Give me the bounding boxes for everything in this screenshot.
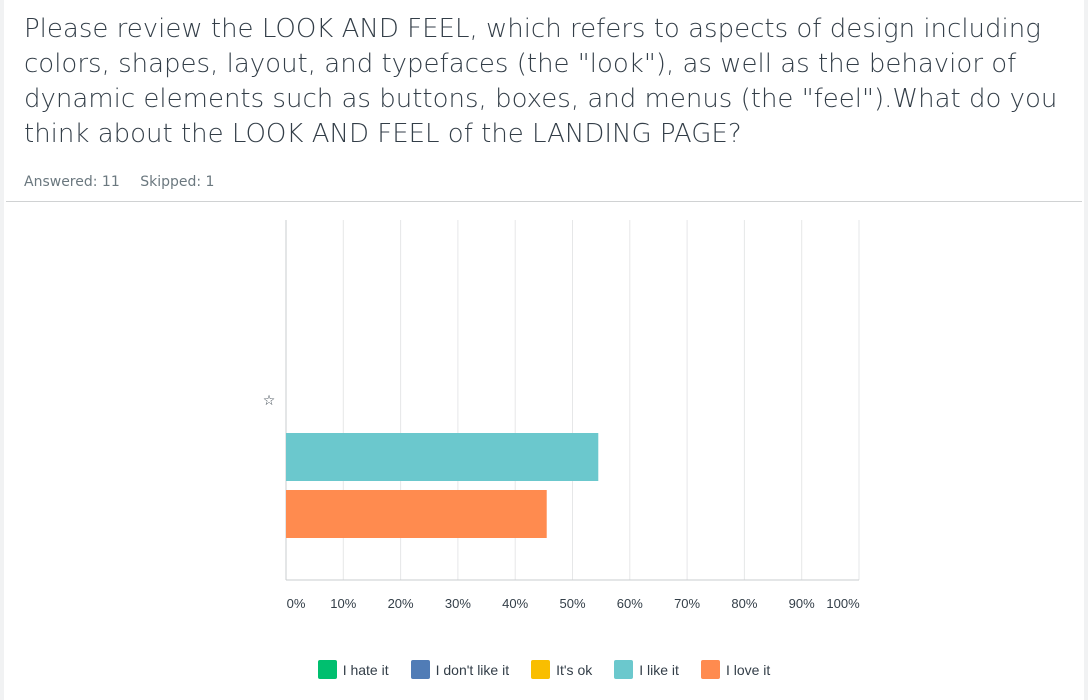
- legend-item[interactable]: I love it: [700, 660, 771, 679]
- legend-label: I love it: [725, 661, 771, 678]
- legend-label: I hate it: [342, 661, 389, 678]
- frame-right-border: [1084, 0, 1088, 700]
- legend-label: I don't like it: [435, 661, 510, 678]
- x-tick-label: 40%: [502, 596, 528, 611]
- x-tick-label: 0%: [287, 596, 306, 611]
- bar-chart: 0% 10% 20% 30% 40% 50% 60% 70% 80% 90% 100% ☆: [263, 220, 860, 611]
- legend-swatch: [317, 660, 337, 679]
- response-stats: Answered: 11 Skipped: 1: [24, 174, 230, 190]
- divider: [6, 201, 1082, 202]
- legend-swatch: [614, 660, 634, 679]
- bar: [286, 433, 599, 481]
- skipped-count: Skipped: 1: [140, 174, 215, 190]
- x-tick-label: 70%: [674, 596, 700, 611]
- x-tick-label: 50%: [559, 596, 585, 611]
- x-tick-label: 90%: [789, 596, 815, 611]
- legend-item[interactable]: I like it: [614, 660, 679, 679]
- legend-swatch: [700, 660, 720, 679]
- x-tick-label: 80%: [731, 596, 757, 611]
- x-tick-label: 100%: [826, 596, 860, 611]
- legend-item[interactable]: I don't like it: [410, 660, 510, 679]
- x-tick-label: 20%: [388, 596, 414, 611]
- chart-legend: I hate it I don't like it It's ok I like it…: [0, 660, 1088, 679]
- x-tick-label: 10%: [330, 596, 356, 611]
- question-title: Please review the LOOK AND FEEL, which r…: [24, 14, 1058, 149]
- answered-count: Answered: 11: [24, 174, 120, 190]
- legend-swatch: [410, 660, 430, 679]
- x-tick-label: 60%: [617, 596, 643, 611]
- legend-swatch: [531, 660, 551, 679]
- legend-label: I like it: [639, 661, 679, 678]
- category-label: ☆: [263, 393, 276, 409]
- legend-item[interactable]: I hate it: [317, 660, 389, 679]
- bar: [286, 490, 547, 538]
- frame-left-border: [0, 0, 4, 700]
- legend-label: It's ok: [556, 661, 593, 678]
- legend-item[interactable]: It's ok: [531, 660, 592, 679]
- x-tick-label: 30%: [445, 596, 471, 611]
